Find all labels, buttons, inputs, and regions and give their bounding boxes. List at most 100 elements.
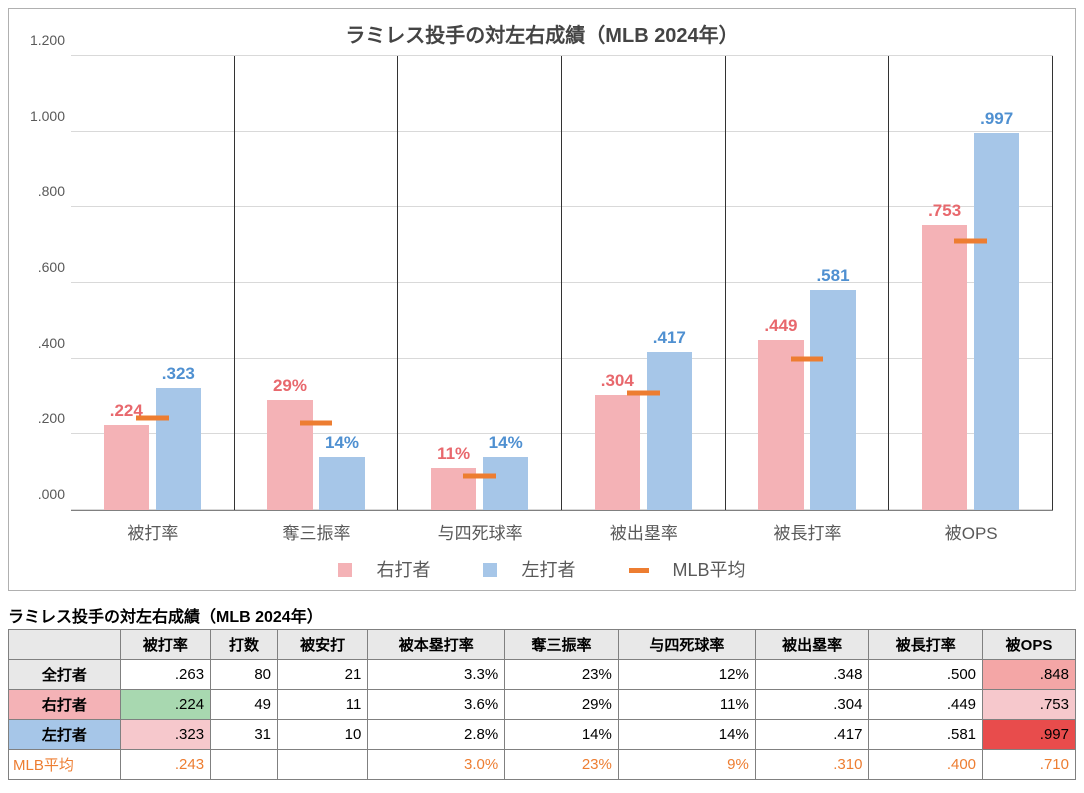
table-cell: .500 bbox=[869, 660, 983, 690]
bar-label-right: .304 bbox=[595, 371, 641, 391]
bar-label-left: .323 bbox=[156, 364, 202, 384]
bar-label-right: .449 bbox=[758, 316, 804, 336]
table-header-row: 被打率打数被安打被本塁打率奪三振率与四死球率被出塁率被長打率被OPS bbox=[9, 630, 1076, 660]
table-title: ラミレス投手の対左右成績（MLB 2024年） bbox=[8, 603, 1076, 627]
bar-label-right: .753 bbox=[922, 201, 968, 221]
table-row: 右打者.22449113.6%29%11%.304.449.753 bbox=[9, 690, 1076, 720]
table-row-header: 左打者 bbox=[9, 720, 121, 750]
legend-label-left: 左打者 bbox=[521, 560, 575, 580]
bar-left: .417 bbox=[647, 352, 693, 510]
table-column-header: 打数 bbox=[211, 630, 278, 660]
chart-group: .304.417 bbox=[562, 56, 726, 510]
x-tick-label: 奪三振率 bbox=[235, 511, 399, 544]
mlb-marker bbox=[954, 239, 987, 244]
y-tick-label: .000 bbox=[21, 486, 65, 502]
bar-left: .581 bbox=[810, 290, 856, 510]
table-cell: 12% bbox=[618, 660, 755, 690]
chart-legend: 右打者 左打者 MLB平均 bbox=[21, 556, 1063, 582]
bar-right: 29% bbox=[267, 400, 313, 510]
chart-container: ラミレス投手の対左右成績（MLB 2024年） .000.200.400.600… bbox=[8, 8, 1076, 591]
bar-label-right: 29% bbox=[267, 376, 313, 396]
table-cell: .348 bbox=[755, 660, 869, 690]
bar-label-left: 14% bbox=[319, 433, 365, 453]
table-mlb-cell: .243 bbox=[120, 750, 210, 780]
bar-right: .304 bbox=[595, 395, 641, 510]
chart-title: ラミレス投手の対左右成績（MLB 2024年） bbox=[21, 19, 1063, 48]
legend-item-left: 左打者 bbox=[471, 560, 592, 580]
table-column-header: 被安打 bbox=[278, 630, 368, 660]
stats-table: 被打率打数被安打被本塁打率奪三振率与四死球率被出塁率被長打率被OPS 全打者.2… bbox=[8, 629, 1076, 780]
bar-left: .323 bbox=[156, 388, 202, 510]
table-cell: .449 bbox=[869, 690, 983, 720]
chart-group: .224.323 bbox=[71, 56, 235, 510]
table-cell: 11% bbox=[618, 690, 755, 720]
table-mlb-cell bbox=[211, 750, 278, 780]
table-cell: .263 bbox=[120, 660, 210, 690]
y-tick-label: .800 bbox=[21, 183, 65, 199]
table-mlb-cell: .710 bbox=[983, 750, 1076, 780]
table-row-header: 全打者 bbox=[9, 660, 121, 690]
table-column-header: 奪三振率 bbox=[505, 630, 619, 660]
table-cell: 23% bbox=[505, 660, 619, 690]
chart-group: .753.997 bbox=[889, 56, 1053, 510]
table-body: 全打者.26380213.3%23%12%.348.500.848右打者.224… bbox=[9, 660, 1076, 780]
bar-label-left: .417 bbox=[647, 328, 693, 348]
table-cell: .753 bbox=[983, 690, 1076, 720]
bar-label-left: 14% bbox=[483, 433, 529, 453]
table-cell: .417 bbox=[755, 720, 869, 750]
y-tick-label: 1.200 bbox=[21, 32, 65, 48]
bar-left: 14% bbox=[483, 457, 529, 510]
table-mlb-cell: 23% bbox=[505, 750, 619, 780]
bar-right: .224 bbox=[104, 425, 150, 510]
bar-label-right: 11% bbox=[431, 444, 477, 464]
chart-group: 11% 14% bbox=[398, 56, 562, 510]
x-tick-label: 被出塁率 bbox=[562, 511, 726, 544]
legend-label-right: 右打者 bbox=[376, 560, 430, 580]
table-cell: 29% bbox=[505, 690, 619, 720]
mlb-marker bbox=[791, 356, 824, 361]
table-row: 左打者.32331102.8%14%14%.417.581.997 bbox=[9, 720, 1076, 750]
table-cell: 10 bbox=[278, 720, 368, 750]
table-mlb-cell: 9% bbox=[618, 750, 755, 780]
table-cell: .224 bbox=[120, 690, 210, 720]
table-cell: 49 bbox=[211, 690, 278, 720]
x-tick-label: 被OPS bbox=[889, 511, 1053, 544]
x-tick-label: 与四死球率 bbox=[398, 511, 562, 544]
chart-group: .449 .581 bbox=[726, 56, 890, 510]
table-cell: 80 bbox=[211, 660, 278, 690]
x-tick-label: 被打率 bbox=[71, 511, 235, 544]
table-mlb-cell: .400 bbox=[869, 750, 983, 780]
table-cell: 31 bbox=[211, 720, 278, 750]
mlb-marker bbox=[627, 390, 660, 395]
table-cell: .304 bbox=[755, 690, 869, 720]
mlb-marker bbox=[136, 416, 169, 421]
table-cell: 21 bbox=[278, 660, 368, 690]
bar-left: 14% bbox=[319, 457, 365, 510]
mlb-marker bbox=[463, 473, 496, 478]
legend-swatch-mlb bbox=[629, 568, 649, 573]
table-mlb-label: MLB平均 bbox=[9, 750, 121, 780]
table-column-header: 被本塁打率 bbox=[368, 630, 505, 660]
table-cell: 3.3% bbox=[368, 660, 505, 690]
table-mlb-row: MLB平均.2433.0%23%9%.310.400.710 bbox=[9, 750, 1076, 780]
chart-plot-area: .000.200.400.600.8001.0001.200.224.32329… bbox=[71, 56, 1053, 511]
table-cell: 14% bbox=[505, 720, 619, 750]
chart-group: 29%14% bbox=[235, 56, 399, 510]
y-tick-label: 1.000 bbox=[21, 108, 65, 124]
table-column-header: 与四死球率 bbox=[618, 630, 755, 660]
table-column-header bbox=[9, 630, 121, 660]
table-column-header: 被出塁率 bbox=[755, 630, 869, 660]
legend-swatch-left bbox=[483, 563, 497, 577]
legend-item-right: 右打者 bbox=[326, 560, 447, 580]
legend-item-mlb: MLB平均 bbox=[617, 560, 758, 580]
table-mlb-cell: .310 bbox=[755, 750, 869, 780]
x-tick-label: 被長打率 bbox=[726, 511, 890, 544]
bar-label-left: .997 bbox=[974, 109, 1020, 129]
table-cell: 14% bbox=[618, 720, 755, 750]
table-column-header: 被OPS bbox=[983, 630, 1076, 660]
table-cell: .848 bbox=[983, 660, 1076, 690]
bar-left: .997 bbox=[974, 133, 1020, 510]
bar-right: .753 bbox=[922, 225, 968, 510]
table-cell: .323 bbox=[120, 720, 210, 750]
table-row-header: 右打者 bbox=[9, 690, 121, 720]
